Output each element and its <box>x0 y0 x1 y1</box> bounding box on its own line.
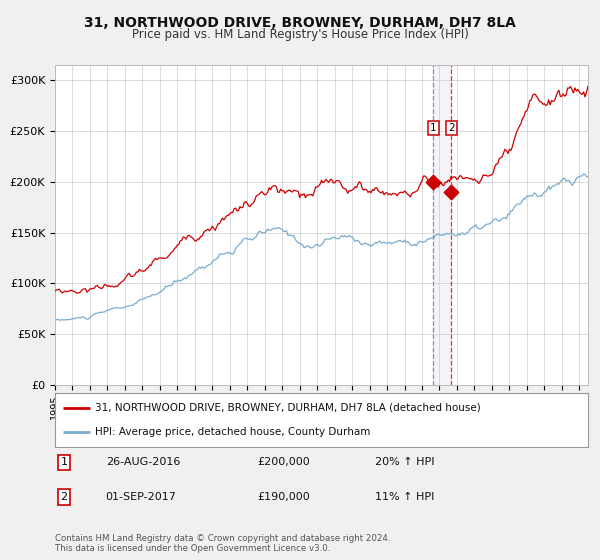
Text: 2: 2 <box>448 123 454 133</box>
Bar <box>433 65 451 385</box>
Text: 2: 2 <box>61 492 67 502</box>
Point <box>446 188 456 197</box>
Text: 20% ↑ HPI: 20% ↑ HPI <box>375 458 434 467</box>
Text: £200,000: £200,000 <box>257 458 310 467</box>
Text: £190,000: £190,000 <box>257 492 310 502</box>
Point <box>428 178 438 186</box>
Text: 1: 1 <box>430 123 437 133</box>
Text: Contains HM Land Registry data © Crown copyright and database right 2024.
This d: Contains HM Land Registry data © Crown c… <box>55 534 391 553</box>
Text: 31, NORTHWOOD DRIVE, BROWNEY, DURHAM, DH7 8LA (detached house): 31, NORTHWOOD DRIVE, BROWNEY, DURHAM, DH… <box>95 403 481 413</box>
Text: 1: 1 <box>61 458 67 467</box>
Text: 01-SEP-2017: 01-SEP-2017 <box>106 492 176 502</box>
Text: 11% ↑ HPI: 11% ↑ HPI <box>375 492 434 502</box>
Text: 31, NORTHWOOD DRIVE, BROWNEY, DURHAM, DH7 8LA: 31, NORTHWOOD DRIVE, BROWNEY, DURHAM, DH… <box>84 16 516 30</box>
Text: 26-AUG-2016: 26-AUG-2016 <box>106 458 180 467</box>
Text: Price paid vs. HM Land Registry's House Price Index (HPI): Price paid vs. HM Land Registry's House … <box>131 28 469 41</box>
Text: HPI: Average price, detached house, County Durham: HPI: Average price, detached house, Coun… <box>95 427 370 437</box>
